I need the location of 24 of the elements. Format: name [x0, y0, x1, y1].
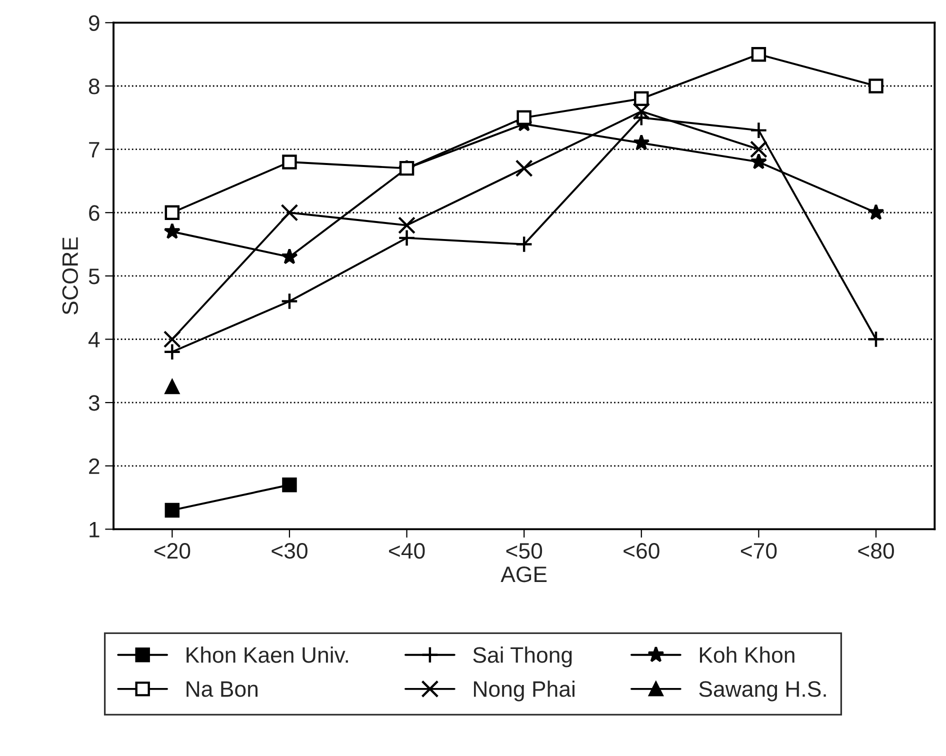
x-tick-label: <20: [154, 542, 190, 559]
x-tick-label: <70: [740, 542, 777, 559]
y-tick-label: 3: [88, 395, 100, 411]
legend-label: Koh Khon: [700, 646, 794, 663]
legend-label: Nong Phai: [474, 680, 574, 702]
y-tick-label: 6: [89, 205, 100, 221]
y-tick-label: 5: [88, 268, 100, 284]
x-tick-label: <60: [624, 542, 660, 559]
x-tick-label: <30: [272, 542, 308, 559]
legend-label: Khon Kaen Univ.: [186, 646, 348, 663]
legend-label: Sai Thong: [473, 646, 572, 668]
legend-label: Sawang H.S.: [699, 681, 826, 702]
x-tick-label: <40: [389, 542, 425, 559]
y-tick-label: 2: [89, 458, 100, 474]
y-tick-label: 9: [89, 15, 100, 31]
x-tick-label: <80: [858, 542, 894, 559]
y-tick-label: 8: [88, 78, 100, 94]
y-tick-label: 1: [90, 522, 100, 538]
y-tick-label: 7: [89, 142, 100, 158]
legend-label: Na Bon: [186, 681, 258, 697]
x-axis-title: AGE: [500, 566, 547, 582]
y-axis-title: SCORE: [62, 237, 78, 314]
x-tick-label: <50: [506, 542, 542, 559]
y-tick-label: 4: [88, 332, 100, 348]
